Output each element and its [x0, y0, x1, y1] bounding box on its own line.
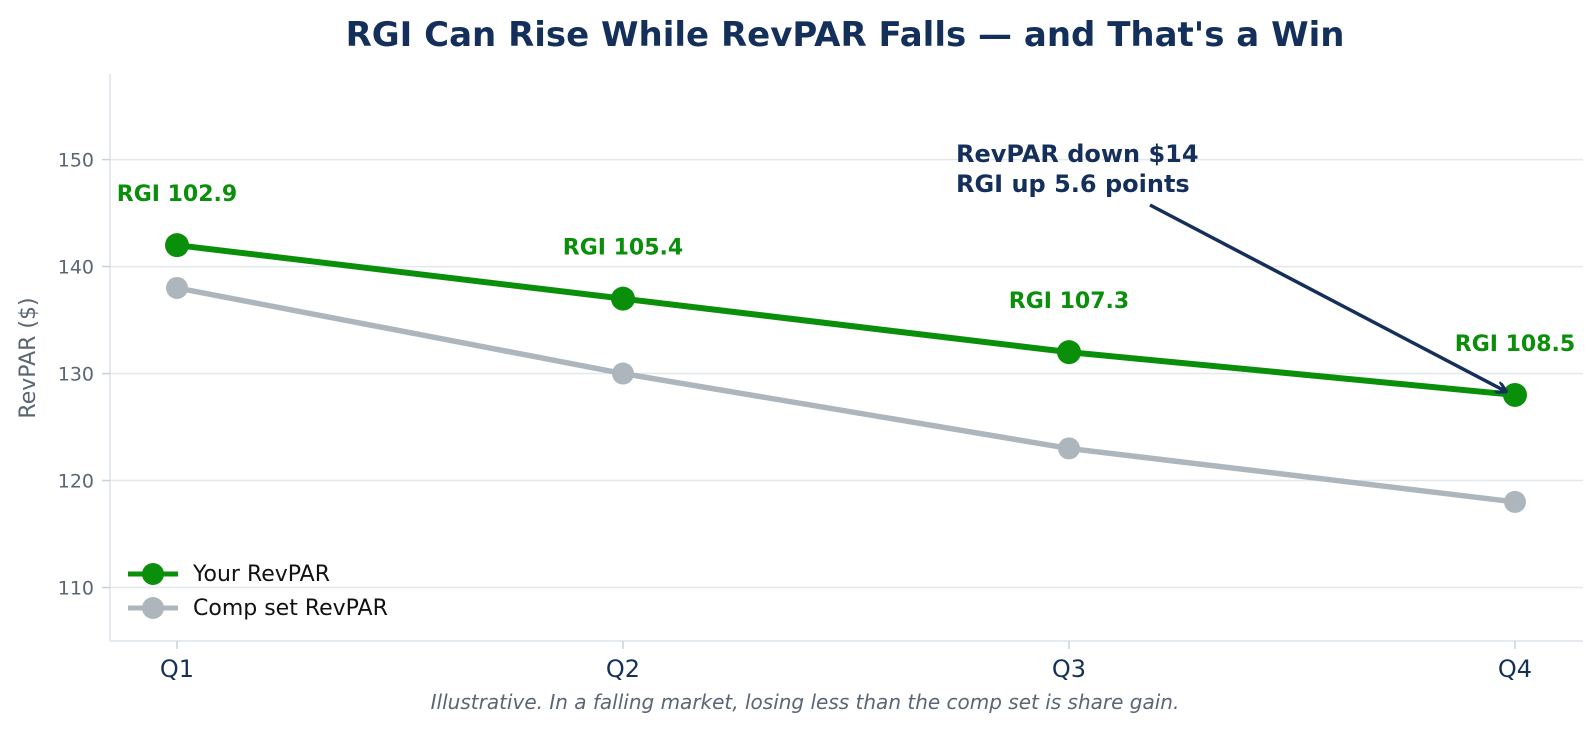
x-tick-label-q3: Q3 — [1052, 655, 1086, 683]
y-tick-label-110: 110 — [58, 578, 94, 600]
y-tick-label-130: 130 — [58, 364, 94, 386]
point-your-revpar-q3 — [1057, 340, 1081, 365]
annotation-line-1: RevPAR down $14 — [956, 140, 1199, 168]
legend-label-comp-set: Comp set RevPAR — [193, 596, 388, 621]
chart-title: RGI Can Rise While RevPAR Falls — and Th… — [346, 15, 1345, 55]
x-tick-label-q4: Q4 — [1498, 655, 1532, 683]
footnote: Illustrative. In a falling market, losin… — [431, 690, 1180, 714]
series-comp-set — [166, 276, 1526, 513]
rgi-label-q1: RGI 102.9 — [117, 182, 237, 207]
rgi-label-q3: RGI 107.3 — [1009, 289, 1129, 314]
y-tick-label-150: 150 — [58, 150, 94, 172]
point-comp-set-q3 — [1058, 437, 1080, 460]
series-your-revpar — [165, 233, 1527, 407]
point-comp-set-q1 — [166, 276, 188, 299]
rgi-label-q4: RGI 108.5 — [1455, 332, 1575, 357]
legend: Your RevPAR Comp set RevPAR — [128, 562, 388, 621]
y-tick-label-120: 120 — [58, 471, 94, 493]
y-axis-label: RevPAR ($) — [16, 297, 41, 418]
point-your-revpar-q4 — [1503, 382, 1527, 407]
gridlines — [110, 158, 1583, 589]
annotation-arrow — [1149, 203, 1505, 391]
y-tick-labels: 110 120 130 140 150 — [58, 150, 110, 600]
rgi-label-q2: RGI 105.4 — [563, 236, 683, 261]
x-tick-labels: Q1 Q2 Q3 Q4 — [160, 641, 1532, 683]
line-comp-set — [176, 285, 1516, 505]
y-tick-label-140: 140 — [58, 257, 94, 279]
rgi-data-labels: RGI 102.9 RGI 105.4 RGI 107.3 RGI 108.5 — [117, 182, 1575, 357]
x-tick-label-q2: Q2 — [606, 655, 640, 683]
annotation: RevPAR down $14 RGI up 5.6 points — [956, 140, 1505, 391]
legend-label-your-revpar: Your RevPAR — [192, 562, 330, 587]
legend-marker-comp-set — [142, 597, 164, 619]
point-your-revpar-q2 — [611, 286, 635, 311]
legend-marker-your-revpar — [142, 563, 164, 585]
series — [165, 233, 1527, 513]
point-comp-set-q2 — [612, 362, 634, 385]
annotation-line-2: RGI up 5.6 points — [956, 170, 1190, 198]
point-comp-set-q4 — [1504, 490, 1526, 513]
line-your-revpar — [176, 242, 1516, 398]
point-your-revpar-q1 — [165, 233, 189, 258]
axes — [109, 74, 1583, 642]
x-tick-label-q1: Q1 — [160, 655, 194, 683]
